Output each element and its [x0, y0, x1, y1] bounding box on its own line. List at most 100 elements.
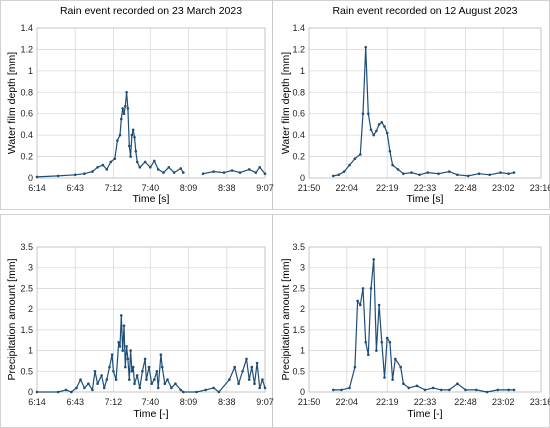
data-point: [155, 370, 159, 373]
data-point: [172, 171, 176, 174]
data-point: [204, 388, 207, 392]
y-tick-label: 0.4: [20, 130, 33, 140]
x-tick-label: 22:33: [414, 397, 437, 407]
y-axis-label: Water film depth [mm]: [6, 52, 18, 154]
data-point: [488, 173, 492, 177]
y-tick-label: 0.2: [20, 152, 33, 162]
data-point: [364, 46, 368, 49]
data-point: [391, 163, 394, 167]
data-point: [129, 155, 132, 158]
data-point: [83, 172, 86, 175]
data-point: [79, 378, 82, 381]
y-tick-label: 0: [300, 173, 305, 183]
data-point: [367, 112, 370, 115]
data-point: [212, 386, 215, 390]
data-point: [166, 378, 169, 381]
y-tick-label: 1.4: [20, 23, 33, 33]
x-tick-label: 7:12: [105, 397, 123, 407]
data-point: [353, 157, 357, 160]
data-point: [372, 258, 376, 261]
y-tick-label: 1.2: [292, 44, 305, 54]
x-tick-label: 9:07: [256, 397, 274, 407]
panel-frame: [272, 214, 550, 428]
data-point: [122, 324, 126, 328]
data-point: [383, 125, 386, 128]
y-tick-label: 1: [300, 346, 305, 356]
data-point: [83, 386, 86, 390]
data-point: [247, 168, 251, 171]
y-tick-label: 1.5: [292, 325, 305, 335]
data-point: [182, 390, 185, 394]
y-tick-label: 0: [300, 387, 305, 397]
data-point: [237, 382, 240, 386]
y-tick-label: 1: [28, 346, 33, 356]
data-point: [108, 365, 111, 369]
data-point: [120, 314, 123, 317]
data-point: [388, 341, 392, 344]
y-axis-label: Water film depth [mm]: [280, 52, 292, 154]
data-point: [124, 365, 127, 369]
y-tick-label: 0: [28, 173, 33, 183]
data-point: [141, 370, 144, 373]
data-point: [117, 341, 120, 344]
x-tick-label: 22:19: [376, 183, 399, 193]
data-point: [247, 378, 251, 381]
data-point: [263, 386, 267, 390]
data-point: [399, 365, 403, 369]
x-tick-label: 21:50: [298, 397, 321, 407]
data-point: [496, 388, 500, 392]
data-point: [372, 133, 376, 137]
plot-area: [308, 246, 542, 393]
data-point: [364, 341, 368, 344]
data-point: [138, 386, 142, 390]
data-point: [128, 378, 131, 381]
data-point: [254, 171, 258, 174]
y-tick-label: 0.5: [292, 366, 305, 376]
data-point: [228, 378, 231, 381]
data-point: [238, 171, 242, 174]
data-point: [75, 386, 78, 390]
data-point: [241, 370, 244, 373]
x-tick-label: 22:04: [336, 183, 359, 193]
data-point: [35, 390, 39, 394]
data-point: [195, 390, 198, 394]
data-point: [147, 365, 151, 369]
data-point: [130, 370, 134, 373]
data-point: [415, 384, 419, 388]
data-point: [100, 374, 103, 377]
x-tick-label: 8:09: [180, 397, 198, 407]
data-point: [159, 353, 163, 357]
data-point: [138, 166, 142, 169]
x-tick-label: 7:12: [105, 183, 123, 193]
data-point: [156, 386, 160, 390]
x-axis-label: Time [s]: [407, 193, 444, 205]
y-tick-label: 3: [28, 263, 33, 273]
plot-area: [36, 27, 266, 179]
data-point: [507, 388, 510, 392]
data-point: [448, 388, 451, 392]
y-tick-label: 1.4: [292, 23, 305, 33]
series-line: [36, 91, 184, 178]
x-axis-label: Time [-]: [407, 408, 442, 420]
data-point: [145, 378, 148, 381]
data-point: [149, 166, 152, 169]
chart-title: Rain event recorded on 12 August 2023: [332, 5, 517, 17]
x-tick-label: 7:40: [142, 397, 160, 407]
y-tick-label: 0: [28, 387, 33, 397]
data-point: [118, 345, 122, 348]
data-point: [96, 166, 99, 169]
data-point: [150, 382, 153, 386]
data-point: [124, 104, 127, 108]
x-tick-label: 6:43: [66, 183, 84, 193]
data-point: [367, 353, 370, 357]
data-point: [160, 365, 164, 369]
data-point: [133, 382, 136, 386]
data-point: [105, 168, 109, 171]
y-tick-label: 1: [300, 66, 305, 76]
data-point: [410, 171, 413, 174]
data-point: [222, 171, 226, 174]
panel-frame: [0, 214, 273, 428]
data-point: [125, 345, 128, 348]
data-point: [135, 374, 139, 377]
data-point: [369, 287, 373, 290]
